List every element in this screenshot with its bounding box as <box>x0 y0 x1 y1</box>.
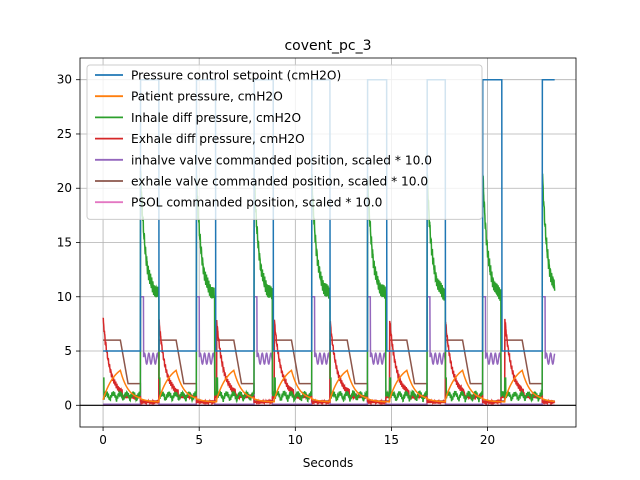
y-tick-label-5: 25 <box>57 127 72 141</box>
legend-label-4: inhalve valve commanded position, scaled… <box>131 153 432 167</box>
y-tick-label-1: 5 <box>64 344 72 358</box>
x-tick-label-0: 0 <box>99 433 107 447</box>
axis-ticks: 0 5 10 15 20 0 5 10 15 20 25 30 <box>57 73 495 447</box>
legend-label-0: Pressure control setpoint (cmH2O) <box>131 69 341 83</box>
x-tick-label-4: 20 <box>480 433 495 447</box>
x-axis-label: Seconds <box>303 456 353 470</box>
y-tick-label-2: 10 <box>57 290 72 304</box>
y-tick-label-6: 30 <box>57 73 72 87</box>
series-line-1 <box>102 369 555 403</box>
x-tick-label-2: 10 <box>288 433 303 447</box>
legend-box <box>86 64 483 220</box>
legend-label-3: Exhale diff pressure, cmH2O <box>131 132 305 146</box>
y-tick-label-4: 20 <box>57 181 72 195</box>
legend-label-2: Inhale diff pressure, cmH2O <box>131 111 301 125</box>
legend-label-1: Patient pressure, cmH2O <box>131 90 283 104</box>
x-tick-label-3: 15 <box>384 433 399 447</box>
legend-label-6: PSOL commanded position, scaled * 10.0 <box>131 196 382 210</box>
y-tick-label-3: 15 <box>57 236 72 250</box>
chart-title: covent_pc_3 <box>284 38 371 54</box>
x-tick-label-1: 5 <box>195 433 203 447</box>
legend-label-5: exhale valve commanded position, scaled … <box>131 175 428 189</box>
series-line-4 <box>103 296 556 405</box>
y-tick-label-0: 0 <box>64 398 72 412</box>
legend: Pressure control setpoint (cmH2O) Patient… <box>86 64 483 220</box>
